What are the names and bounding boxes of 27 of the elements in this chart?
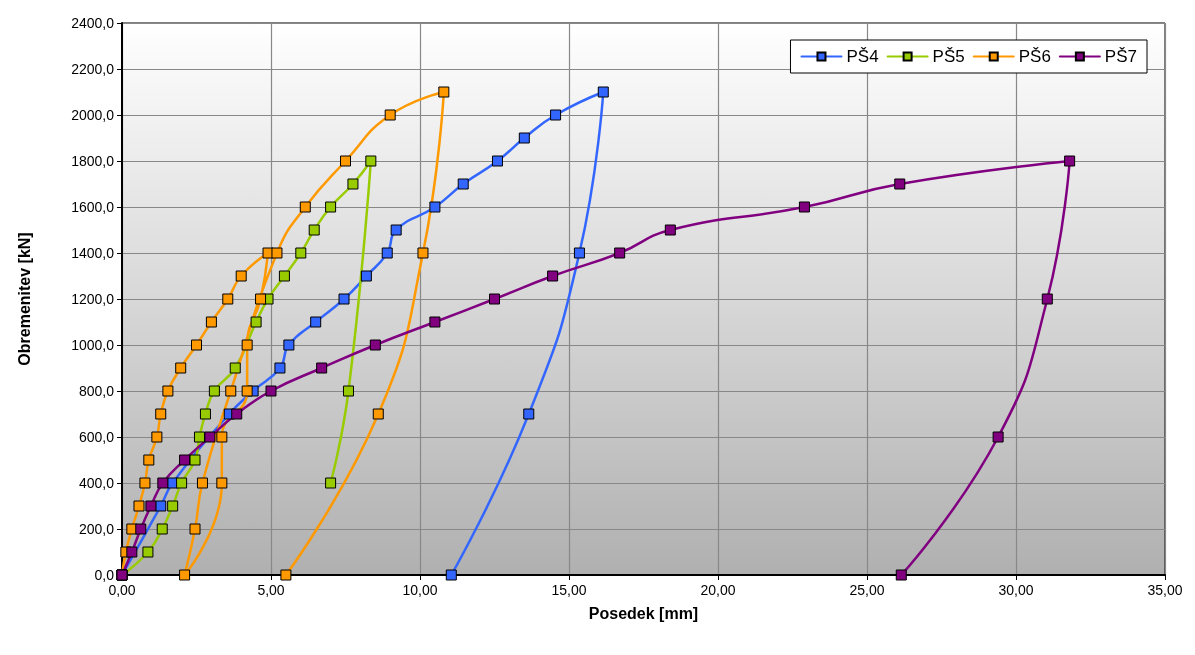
- y-tick-label: 1400,0: [71, 245, 115, 261]
- legend-label: PŠ6: [1018, 47, 1051, 66]
- y-tick-label: 1000,0: [71, 337, 115, 353]
- y-tick-label: 2400,0: [71, 15, 115, 31]
- legend-label: PŠ4: [846, 47, 879, 66]
- y-tick-label: 1800,0: [71, 153, 115, 169]
- y-tick-label: 0,0: [94, 567, 115, 583]
- x-tick-label: 30,00: [998, 582, 1034, 598]
- x-tick-label: 20,00: [700, 582, 736, 598]
- y-tick-label: 1600,0: [71, 199, 115, 215]
- x-tick-label: 35,00: [1147, 582, 1183, 598]
- y-tick-label: 2000,0: [71, 107, 115, 123]
- x-axis-title: Posedek [mm]: [588, 604, 699, 622]
- y-tick-label: 800,0: [78, 383, 115, 399]
- x-tick-label: 10,00: [402, 582, 438, 598]
- y-tick-label: 400,0: [78, 475, 115, 491]
- y-tick-label: 200,0: [78, 521, 115, 537]
- y-axis-title: Obremenitev [kN]: [15, 232, 33, 366]
- x-tick-label: 15,00: [551, 582, 587, 598]
- x-tick-label: 0,00: [108, 582, 136, 598]
- y-tick-label: 2200,0: [71, 61, 115, 77]
- y-tick-label: 1200,0: [71, 291, 115, 307]
- x-tick-label: 5,00: [257, 582, 285, 598]
- legend-label: PŠ5: [932, 47, 965, 66]
- legend-label: PŠ7: [1104, 47, 1138, 66]
- x-tick-label: 25,00: [849, 582, 885, 598]
- y-tick-label: 600,0: [78, 429, 115, 445]
